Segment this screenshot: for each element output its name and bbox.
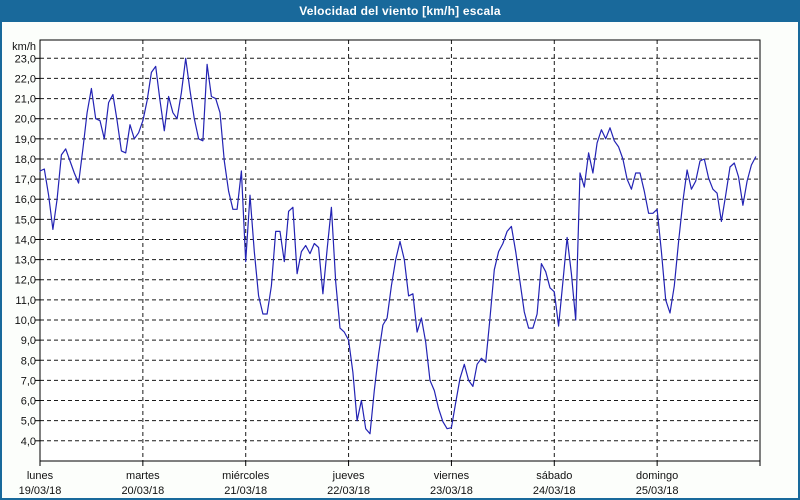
x-day-date-label: 24/03/18 — [533, 485, 576, 497]
y-tick-label: 19,0 — [15, 134, 36, 146]
x-day-name-label: jueves — [332, 470, 365, 482]
y-axis-unit-label: km/h — [12, 41, 36, 53]
x-day-name-label: miércoles — [222, 470, 270, 482]
y-tick-label: 14,0 — [15, 234, 36, 246]
x-day-date-label: 22/03/18 — [327, 485, 370, 497]
y-tick-label: 21,0 — [15, 94, 36, 106]
y-tick-label: 11,0 — [15, 295, 36, 307]
y-tick-label: 13,0 — [15, 255, 36, 267]
x-day-date-label: 19/03/18 — [19, 485, 62, 497]
x-day-name-label: sábado — [536, 470, 572, 482]
y-tick-label: 18,0 — [15, 154, 36, 166]
y-tick-label: 23,0 — [15, 53, 36, 65]
x-day-date-label: 21/03/18 — [224, 485, 267, 497]
y-tick-label: 6,0 — [21, 396, 36, 408]
x-day-name-label: viernes — [434, 470, 470, 482]
wind-speed-line — [39, 57, 757, 435]
x-day-name-label: martes — [126, 470, 160, 482]
x-day-date-label: 23/03/18 — [430, 485, 473, 497]
y-tick-label: 8,0 — [21, 355, 36, 367]
title-bar: Velocidad del viento [km/h] escala — [0, 0, 800, 22]
y-tick-label: 17,0 — [15, 174, 36, 186]
y-tick-label: 5,0 — [21, 416, 36, 428]
plot-frame — [39, 39, 761, 462]
y-tick-label: 4,0 — [21, 436, 36, 448]
y-tick-label: 20,0 — [15, 114, 36, 126]
y-tick-label: 15,0 — [15, 214, 36, 226]
y-tick-label: 22,0 — [15, 73, 36, 85]
x-day-date-label: 20/03/18 — [121, 485, 164, 497]
x-day-name-label: domingo — [636, 470, 678, 482]
y-tick-label: 10,0 — [15, 315, 36, 327]
x-day-name-label: lunes — [27, 470, 54, 482]
y-tick-label: 12,0 — [15, 275, 36, 287]
plot-background — [40, 40, 760, 461]
y-tick-label: 9,0 — [21, 335, 36, 347]
x-day-date-label: 25/03/18 — [636, 485, 679, 497]
chart-title: Velocidad del viento [km/h] escala — [299, 4, 501, 18]
y-tick-label: 7,0 — [21, 375, 36, 387]
y-tick-label: 16,0 — [15, 194, 36, 206]
